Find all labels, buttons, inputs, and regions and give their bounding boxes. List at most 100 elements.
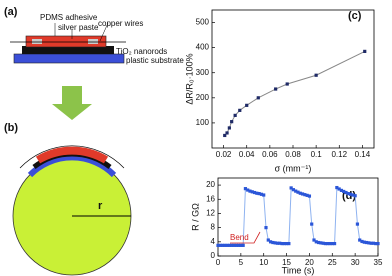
- data-point: [225, 131, 229, 135]
- y-tick-label: 4: [211, 237, 216, 246]
- data-point: [355, 222, 360, 226]
- data-point: [348, 192, 353, 196]
- x-tick-label: 0.02: [216, 150, 232, 159]
- data-point: [360, 239, 364, 244]
- data-point: [314, 73, 318, 77]
- data-point: [319, 241, 323, 245]
- label: silver paste: [58, 23, 99, 32]
- x-tick-label: 0.08: [285, 150, 301, 159]
- data-point: [268, 240, 273, 244]
- data-point: [241, 243, 245, 247]
- data-point: [332, 241, 337, 246]
- bent-device: [19, 145, 125, 178]
- x-tick-label: 0.04: [239, 150, 255, 159]
- data-point: [364, 240, 369, 245]
- data-point: [296, 190, 300, 194]
- data-point: [257, 192, 261, 196]
- data-point: [252, 190, 257, 195]
- panel-label: (b): [4, 122, 18, 134]
- annotation-arrow: [230, 231, 261, 244]
- data-point: [335, 185, 339, 190]
- data-point: [230, 243, 234, 247]
- data-point: [259, 192, 264, 196]
- data-point: [230, 120, 234, 124]
- x-tick-label: 15: [282, 258, 291, 267]
- x-tick-label: 0.06: [262, 150, 278, 159]
- data-point: [223, 133, 227, 138]
- y-axis-label: R / GΩ: [190, 203, 200, 231]
- data-point: [248, 189, 252, 193]
- x-axis-label: Time (s): [282, 265, 315, 275]
- data-point: [271, 240, 275, 245]
- data-point: [236, 243, 241, 247]
- data-point: [337, 187, 341, 191]
- data-point: [363, 49, 367, 53]
- data-point: [238, 108, 242, 112]
- x-tick-label: 20: [305, 258, 314, 267]
- data-point: [351, 193, 355, 197]
- y-tick-label: 400: [196, 43, 210, 52]
- label: plastic substrate: [126, 56, 184, 65]
- data-point: [294, 189, 298, 193]
- data-point: [298, 191, 302, 195]
- arrow: [52, 86, 92, 120]
- data-point: [287, 241, 291, 246]
- data-point: [256, 96, 260, 100]
- y-tick-label: 12: [206, 209, 215, 218]
- data-point: [227, 243, 232, 247]
- y-tick-label: 100: [196, 118, 210, 127]
- y-tick-label: 20: [206, 180, 215, 189]
- data-point: [358, 238, 362, 242]
- panel-label: (a): [4, 6, 18, 18]
- data-point: [218, 243, 222, 247]
- x-tick-label: 0.1: [311, 150, 323, 159]
- plot-frame: [211, 9, 375, 149]
- label: TiO₂ nanorods: [116, 47, 167, 56]
- data-point: [280, 241, 284, 246]
- y-axis-label: ΔR/R₀·100%: [184, 53, 194, 104]
- x-axis-label: σ (mm⁻¹): [275, 163, 312, 173]
- data-point: [243, 187, 248, 191]
- data-point: [285, 82, 289, 86]
- data-point: [225, 243, 229, 247]
- x-tick-label: 30: [351, 258, 360, 267]
- data-point: [273, 241, 277, 245]
- data-point: [369, 241, 373, 245]
- label: copper wires: [98, 19, 143, 28]
- annotation: Bend: [230, 233, 249, 242]
- y-tick-label: 500: [196, 18, 210, 27]
- device: [10, 22, 126, 64]
- data-point: [220, 243, 225, 247]
- data-point: [339, 188, 344, 193]
- data-point: [278, 241, 282, 245]
- data-point: [376, 241, 380, 246]
- data-point: [328, 241, 332, 246]
- x-tick-label: 0.14: [355, 150, 371, 159]
- data-point: [374, 241, 378, 246]
- data-point: [262, 193, 266, 197]
- data-line: [224, 50, 365, 136]
- data-point: [232, 243, 236, 247]
- data-point: [282, 241, 286, 246]
- data-point: [274, 87, 278, 91]
- label: PDMS adhesive: [40, 13, 98, 22]
- data-point: [246, 188, 250, 192]
- data-point: [367, 241, 371, 245]
- y-tick-label: 8: [211, 223, 216, 232]
- data-point: [227, 126, 231, 130]
- data-point: [264, 226, 268, 230]
- data-point: [310, 222, 314, 226]
- panel-label: (c): [348, 10, 362, 22]
- x-tick-label: 0: [216, 258, 221, 267]
- data-point: [342, 189, 346, 194]
- data-point: [371, 241, 376, 245]
- data-point: [245, 103, 249, 107]
- data-point: [323, 241, 328, 246]
- data-point: [326, 241, 330, 246]
- data-point: [303, 193, 307, 197]
- data-point: [362, 240, 366, 244]
- x-tick-label: 0.12: [331, 150, 347, 159]
- data-point: [275, 241, 280, 245]
- x-tick-label: 5: [239, 258, 244, 267]
